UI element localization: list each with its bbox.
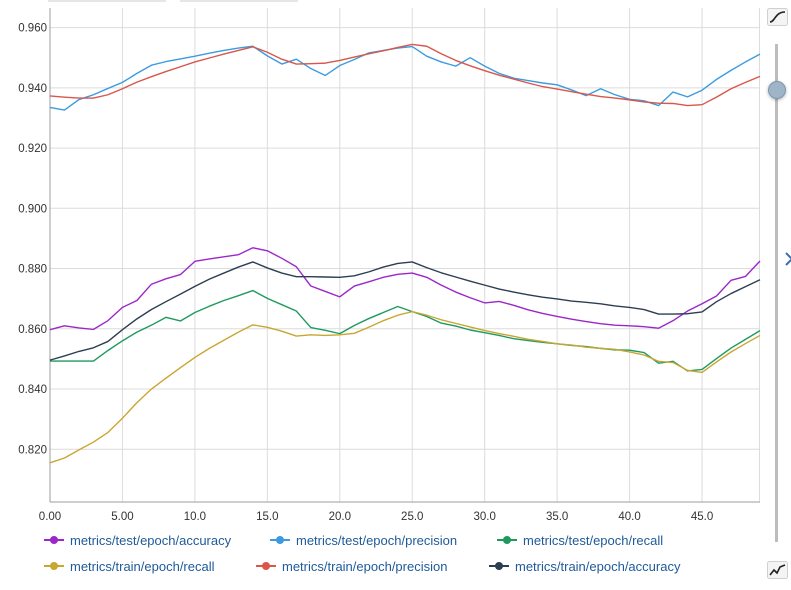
series-line-metrics-test-epoch-precision[interactable] [49, 45, 761, 111]
chevron-right-icon[interactable] [784, 250, 791, 268]
top-tab-1 [48, 0, 166, 2]
legend-swatch [489, 561, 509, 571]
x-tick-label: 35.0 [546, 511, 568, 523]
x-tick-label: 0.00 [39, 511, 61, 523]
series-group [49, 43, 761, 464]
legend-label: metrics/train/epoch/recall [70, 558, 215, 574]
axes: 0.00 5.00 10.0 15.0 20.0 25.0 30.0 35.0 40.0 45.0… [18, 8, 760, 523]
x-tick-label: 45.0 [691, 511, 713, 523]
x-tick-label: 10.0 [184, 511, 206, 523]
legend-swatch [270, 535, 290, 545]
legend-swatch [44, 535, 64, 545]
y-tick-label: 0.880 [18, 264, 47, 276]
zoom-rail [764, 0, 791, 590]
smooth-curve-icon[interactable] [767, 8, 788, 26]
series-line-metrics-train-epoch-recall[interactable] [49, 310, 761, 464]
legend-item[interactable]: metrics/test/epoch/precision [270, 529, 457, 551]
legend-label: metrics/test/epoch/recall [523, 532, 664, 548]
legend-item[interactable]: metrics/test/epoch/recall [497, 529, 663, 551]
legend-swatch [44, 561, 64, 571]
x-tick-label: 30.0 [473, 511, 495, 523]
y-tick-label: 0.920 [18, 143, 47, 155]
top-tab-2 [180, 0, 298, 2]
series-line-metrics-train-epoch-accuracy[interactable] [49, 261, 761, 361]
y-tick-label: 0.960 [18, 23, 47, 35]
legend-swatch [497, 535, 517, 545]
legend-item[interactable]: metrics/train/epoch/accuracy [489, 555, 680, 577]
series-line-metrics-test-epoch-recall[interactable] [50, 289, 761, 372]
legend-label: metrics/test/epoch/precision [296, 532, 458, 548]
y-tick-label: 0.900 [18, 203, 47, 215]
legend: metrics/test/epoch/accuracy metrics/test/… [44, 528, 764, 584]
y-tick-label: 0.860 [18, 324, 47, 336]
legend-swatch [256, 561, 276, 571]
zoom-slider-track[interactable] [775, 44, 778, 542]
x-tick-label: 40.0 [618, 511, 640, 523]
raw-line-icon[interactable] [767, 561, 788, 579]
y-tick-label: 0.820 [18, 444, 47, 456]
legend-item[interactable]: metrics/train/epoch/precision [256, 555, 447, 577]
zoom-slider-thumb[interactable] [768, 81, 786, 99]
legend-item[interactable]: metrics/train/epoch/recall [44, 555, 215, 577]
legend-label: metrics/train/epoch/precision [282, 558, 448, 574]
legend-item[interactable]: metrics/test/epoch/accuracy [44, 529, 231, 551]
legend-label: metrics/train/epoch/accuracy [515, 558, 681, 574]
x-tick-label: 15.0 [256, 511, 278, 523]
x-tick-label: 25.0 [401, 511, 423, 523]
x-tick-label: 20.0 [329, 511, 351, 523]
x-tick-label: 5.00 [111, 511, 133, 523]
series-line-metrics-test-epoch-accuracy[interactable] [49, 247, 761, 331]
y-tick-label: 0.840 [18, 384, 47, 396]
y-tick-label: 0.940 [18, 83, 47, 95]
series-line-metrics-train-epoch-precision[interactable] [49, 43, 761, 107]
grid [49, 8, 760, 502]
legend-label: metrics/test/epoch/accuracy [70, 532, 232, 548]
